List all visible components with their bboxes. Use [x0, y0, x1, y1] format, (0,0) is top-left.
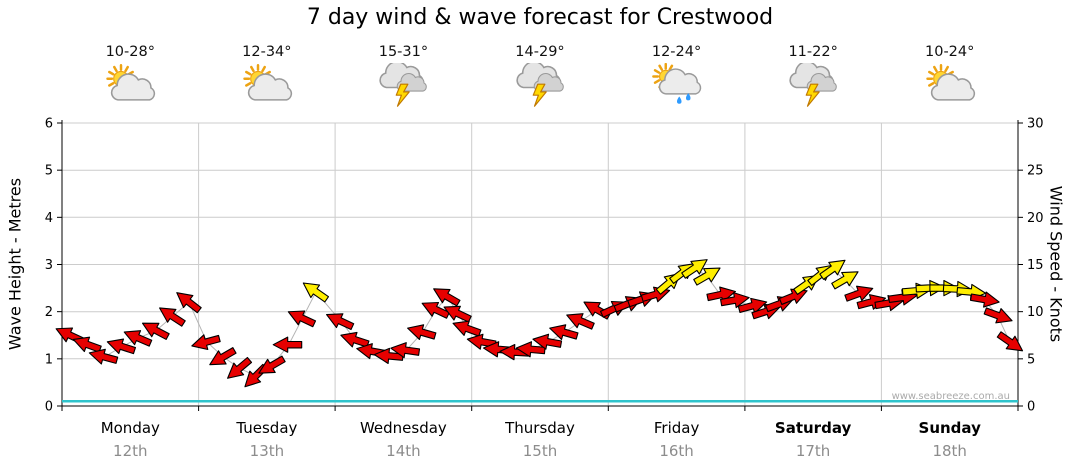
day-temp: 14-29°: [515, 44, 565, 60]
day-name-label: Monday: [101, 419, 160, 437]
wind-arrow: [72, 336, 102, 353]
wind-arrow: [407, 324, 437, 340]
wind-arrow: [566, 313, 595, 330]
day-column-sunday: 10-24°: [885, 44, 1015, 109]
wind-arrow: [88, 348, 119, 365]
wind-arrow: [693, 267, 721, 286]
day-date-label: 16th: [659, 442, 693, 460]
wave-tick-label: 6: [45, 117, 53, 132]
storm-icon: [338, 60, 468, 109]
day-date-label: 18th: [932, 442, 966, 460]
wind-arrow: [326, 313, 355, 331]
sun-cloud-icon: [202, 63, 332, 109]
day-column-tuesday: 12-34°: [202, 44, 332, 109]
day-date-label: 14th: [386, 442, 420, 460]
day-name-label: Saturday: [775, 419, 852, 437]
day-temp: 15-31°: [378, 44, 429, 60]
wave-tick-label: 0: [45, 400, 53, 415]
day-name-label: Tuesday: [235, 419, 297, 437]
wind-arrow: [272, 336, 303, 353]
wind-arrow: [844, 285, 874, 302]
day-column-wednesday: 15-31°: [338, 44, 468, 109]
day-date-label: 13th: [250, 442, 284, 460]
wind-arrow: [831, 271, 859, 290]
day-column-saturday: 11-22°: [748, 44, 878, 109]
wave-tick-label: 5: [45, 164, 53, 179]
wind-arrow: [227, 356, 253, 379]
day-date-label: 12th: [113, 442, 147, 460]
wind-arrow: [390, 342, 421, 359]
wave-tick-label: 1: [45, 352, 53, 367]
wind-arrow: [106, 338, 137, 355]
wind-tick-label: 20: [1027, 211, 1044, 226]
wind-arrow: [209, 347, 237, 366]
day-temp: 11-22°: [788, 44, 838, 60]
day-temp: 12-34°: [242, 44, 292, 60]
day-name-label: Sunday: [919, 419, 982, 437]
day-column-friday: 12-24°: [612, 44, 742, 109]
wind-arrow: [532, 333, 563, 350]
wind-arrow: [191, 334, 221, 351]
storm-icon: [748, 60, 878, 109]
day-temp: 10-28°: [105, 44, 155, 60]
watermark: www.seabreeze.com.au: [892, 391, 1010, 402]
wind-arrow: [302, 282, 330, 303]
wind-arrow: [433, 288, 461, 307]
day-column-thursday: 14-29°: [475, 44, 605, 109]
wind-arrow: [737, 297, 768, 314]
wind-tick-label: 15: [1027, 258, 1044, 273]
wave-tick-label: 2: [45, 305, 53, 320]
wind-arrow: [176, 292, 202, 314]
page-title: 7 day wind & wave forecast for Crestwood: [306, 5, 774, 30]
wind-trend-line: [69, 267, 1011, 377]
sun-cloud-icon: [885, 63, 1015, 109]
wind-arrow: [123, 330, 153, 347]
wind-arrow: [681, 259, 708, 279]
wind-tick-label: 25: [1027, 164, 1044, 179]
wind-arrow: [340, 331, 370, 348]
wind-tick-label: 5: [1027, 352, 1035, 367]
day-temp: 12-24°: [651, 44, 702, 60]
wave-tick-label: 3: [45, 258, 53, 273]
wind-arrow: [159, 307, 186, 327]
wind-arrow: [819, 259, 846, 280]
day-date-label: 15th: [523, 442, 557, 460]
wind-tick-label: 10: [1027, 305, 1044, 320]
wind-arrow: [983, 307, 1013, 324]
wind-arrow: [141, 322, 170, 340]
wind-arrow: [452, 320, 482, 337]
wind-tick-label: 30: [1027, 117, 1044, 132]
day-name-label: Wednesday: [360, 419, 447, 437]
day-name-label: Friday: [654, 419, 700, 437]
wave-tick-label: 4: [45, 211, 53, 226]
sun-cloud-icon: [65, 63, 195, 109]
wind-arrow: [258, 355, 286, 374]
wind-arrow: [969, 291, 1000, 308]
day-column-monday: 10-28°: [65, 44, 195, 109]
wind-arrow: [719, 292, 750, 309]
wind-arrow: [443, 305, 472, 323]
wind-arrow: [549, 324, 579, 340]
storm-icon: [475, 60, 605, 109]
wind-tick-label: 0: [1027, 400, 1035, 415]
day-name-label: Thursday: [504, 419, 575, 437]
day-temp: 10-24°: [925, 44, 975, 60]
day-date-label: 17th: [796, 442, 830, 460]
wind-arrow: [287, 310, 317, 328]
wind-arrow: [996, 331, 1024, 352]
wind-arrow: [706, 286, 737, 303]
sun-rain-icon: [612, 62, 742, 109]
